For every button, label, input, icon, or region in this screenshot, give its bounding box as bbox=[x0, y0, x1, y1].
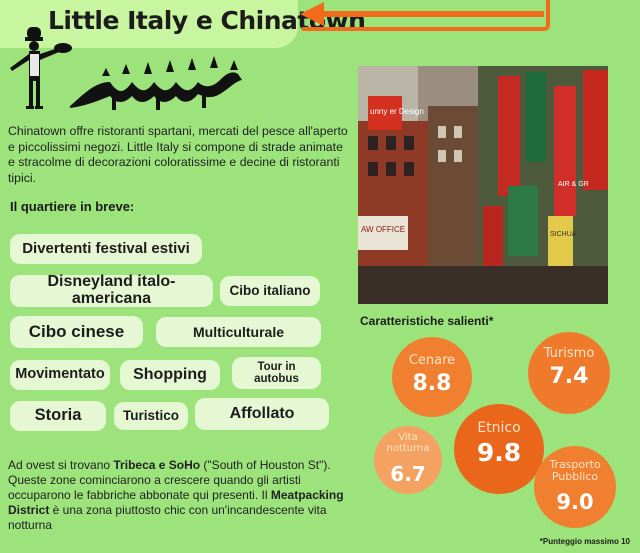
tag-shopping: Shopping bbox=[120, 360, 220, 390]
illustration bbox=[10, 27, 242, 110]
chart-title: Caratteristiche salienti* bbox=[360, 314, 494, 328]
bubble-vita-label: Vita notturna bbox=[386, 432, 430, 454]
bubble-cenare: Cenare 8.8 bbox=[392, 337, 472, 417]
outro-part-2: ("South of Houston St"). Queste zone com… bbox=[8, 458, 331, 502]
arrow-shaft bbox=[322, 11, 544, 17]
photo-sign-2: AW OFFICE bbox=[361, 225, 405, 234]
outro-part-1: Ad ovest si trovano bbox=[8, 458, 114, 472]
tag-disneyland: Disneyland italo-americana bbox=[10, 273, 213, 307]
section-subhead: Il quartiere in breve: bbox=[10, 199, 135, 214]
title-tab bbox=[0, 0, 298, 48]
tag-storia: Storia bbox=[10, 401, 106, 431]
bubble-turismo-value: 7.4 bbox=[549, 364, 589, 389]
bubble-etnico: Etnico 9.8 bbox=[454, 404, 544, 494]
arrow-frame bbox=[302, 0, 550, 31]
bubble-trasporto-label: Trasporto Pubblico bbox=[549, 458, 601, 483]
photo-sign-3: AIR & GR bbox=[558, 181, 589, 188]
bubble-cenare-label: Cenare bbox=[408, 353, 456, 368]
arrow-left-icon bbox=[300, 2, 324, 26]
dragon-icon bbox=[70, 56, 242, 110]
tag-turistico: Turistico bbox=[114, 402, 188, 430]
tag-affollato: Affollato bbox=[195, 398, 329, 430]
bubble-etnico-value: 9.8 bbox=[476, 438, 522, 467]
tag-multiculturale: Multiculturale bbox=[156, 317, 321, 347]
outro-text: Ad ovest si trovano Tribeca e SoHo ("Sou… bbox=[8, 458, 360, 533]
chef-icon bbox=[10, 27, 72, 109]
bubble-vita-value: 6.7 bbox=[390, 462, 426, 486]
tag-cibo-cinese: Cibo cinese bbox=[10, 316, 143, 348]
outro-meatpacking: Meatpacking District bbox=[8, 488, 344, 517]
photo-sign-1: unny er Design bbox=[370, 107, 424, 116]
bubble-etnico-label: Etnico bbox=[477, 420, 521, 436]
chef-apron bbox=[30, 54, 39, 76]
bubble-turismo-label: Turismo bbox=[543, 346, 595, 361]
tag-divertenti-festival: Divertenti festival estivi bbox=[10, 234, 202, 264]
tag-movimentato: Movimentato bbox=[10, 360, 110, 390]
chinatown-photo: unny er Design AW OFFICE AIR & GR SICHUA bbox=[358, 66, 608, 304]
outro-part-3: è una zona piuttosto chic con un'incande… bbox=[8, 503, 327, 532]
photo-sign-4: SICHUA bbox=[550, 231, 577, 238]
bubble-trasporto-value: 9.0 bbox=[556, 490, 594, 514]
bubble-trasporto: Trasporto Pubblico 9.0 bbox=[534, 446, 616, 528]
bubble-cenare-value: 8.8 bbox=[412, 371, 452, 396]
tag-tour-autobus: Tour in autobus bbox=[232, 357, 321, 389]
tag-cibo-italiano: Cibo italiano bbox=[220, 276, 320, 306]
bubble-vita-notturna: Vita notturna 6.7 bbox=[374, 426, 442, 494]
intro-text: Chinatown offre ristoranti spartani, mer… bbox=[8, 124, 348, 185]
outro-tribeca-soho: Tribeca e SoHo bbox=[113, 458, 201, 472]
bubble-turismo: Turismo 7.4 bbox=[528, 332, 610, 414]
footnote: *Punteggio massimo 10 bbox=[539, 537, 630, 546]
